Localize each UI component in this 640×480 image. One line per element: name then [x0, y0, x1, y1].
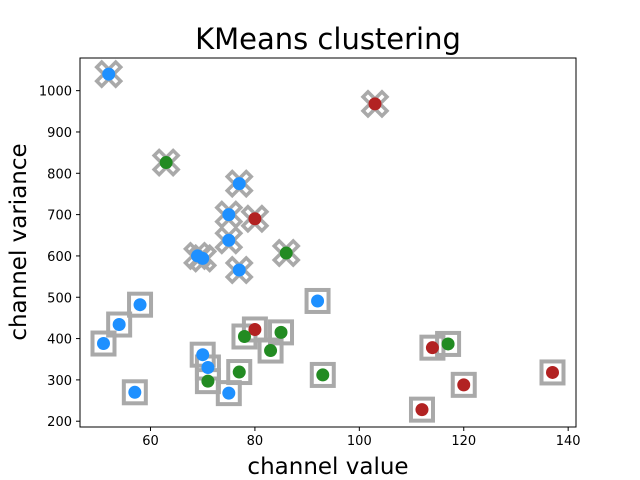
data-point-green: [201, 374, 215, 388]
data-point-green: [264, 344, 278, 358]
x-tick-label: 120: [451, 434, 476, 449]
y-tick-label: 900: [47, 126, 72, 141]
data-point-blue: [201, 360, 215, 374]
data-point-blue: [222, 208, 236, 222]
data-point-green: [441, 337, 455, 351]
data-point-blue: [232, 263, 246, 277]
square-marker: [304, 287, 331, 314]
data-point-green: [316, 368, 330, 382]
square-marker: [121, 379, 148, 406]
y-tick-label: 500: [47, 291, 72, 306]
data-point-red: [425, 341, 439, 355]
y-tick-label: 800: [47, 167, 72, 182]
data-point-red: [248, 322, 262, 336]
data-point-green: [279, 246, 293, 260]
x-tick-label: 80: [247, 434, 264, 449]
data-point-green: [274, 325, 288, 339]
y-tick-label: 200: [47, 415, 72, 430]
y-tick-label: 1000: [39, 85, 72, 100]
x-axis: 60 80 100 120 140: [142, 427, 581, 449]
square-marker: [90, 330, 117, 357]
data-point-green: [159, 156, 173, 170]
square-marker: [450, 371, 477, 398]
y-tick-label: 600: [47, 250, 72, 265]
data-point-red: [415, 403, 429, 417]
y-tick-label: 300: [47, 374, 72, 389]
data-point-blue: [232, 177, 246, 191]
square-marker: [127, 291, 154, 318]
data-point-blue: [128, 385, 142, 399]
plot-area: [90, 59, 566, 423]
data-point-blue: [311, 294, 325, 308]
y-tick-label: 400: [47, 333, 72, 348]
square-marker: [106, 311, 133, 338]
data-point-red: [546, 365, 560, 379]
square-marker: [408, 396, 435, 423]
data-point-blue: [96, 337, 110, 351]
x-axis-label: channel value: [247, 454, 408, 480]
data-point-blue: [222, 386, 236, 400]
y-tick-label: 700: [47, 209, 72, 224]
square-marker: [215, 380, 242, 407]
data-point-green: [232, 365, 246, 379]
square-marker: [231, 323, 258, 350]
x-tick-label: 140: [556, 434, 581, 449]
square-marker: [539, 359, 566, 386]
data-point-blue: [196, 251, 210, 265]
square-marker: [257, 337, 284, 364]
data-point-blue: [222, 233, 236, 247]
data-point-red: [248, 212, 262, 226]
plot-frame: [79, 57, 577, 428]
data-point-red: [457, 378, 471, 392]
y-axis-label: channel variance: [6, 143, 32, 340]
data-point-blue: [133, 298, 147, 312]
square-marker: [309, 361, 336, 388]
data-point-blue: [196, 348, 210, 362]
chart-title: KMeans clustering: [195, 22, 461, 56]
data-point-red: [368, 97, 382, 111]
x-tick-label: 100: [347, 434, 372, 449]
data-point-green: [237, 330, 251, 344]
data-point-blue: [102, 67, 116, 81]
data-point-blue: [112, 318, 126, 332]
y-axis: 200 300 400 500 600 700 800 900 1000: [39, 85, 80, 430]
x-tick-label: 60: [142, 434, 159, 449]
